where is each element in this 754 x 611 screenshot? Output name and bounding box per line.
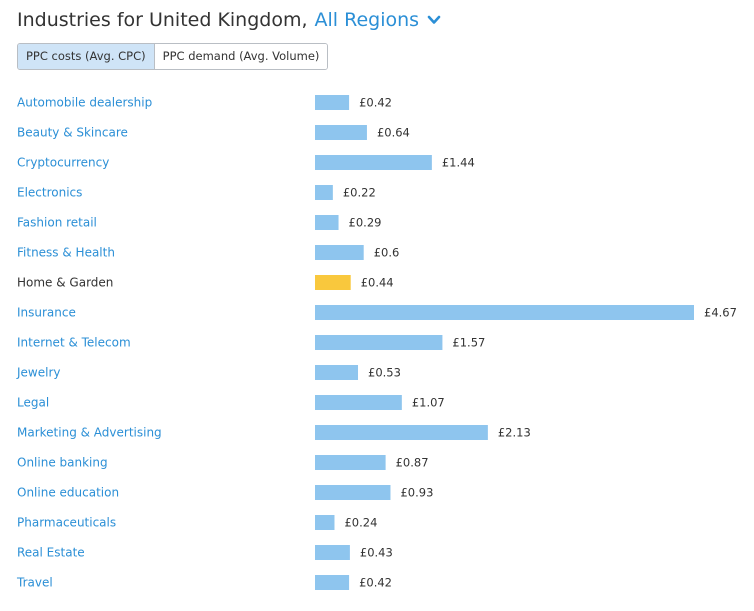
bar-jewelry[interactable] [315,365,359,380]
value-label-online-banking: £0.87 [396,456,429,470]
bar-electronics[interactable] [315,185,333,200]
value-label-electronics: £0.22 [343,186,376,200]
category-label-travel[interactable]: Travel [16,576,53,590]
chevron-down-icon[interactable] [427,13,441,27]
bar-insurance[interactable] [315,305,694,320]
value-label-real-estate: £0.43 [360,546,393,560]
value-label-internet-telecom: £1.57 [452,336,485,350]
category-label-real-estate[interactable]: Real Estate [17,546,85,560]
page-title: Industries for United Kingdom, [17,9,308,31]
bar-beauty-skincare[interactable] [315,125,367,140]
value-label-legal: £1.07 [412,396,445,410]
category-label-online-banking[interactable]: Online banking [17,456,108,470]
ppc-costs-toggle-button[interactable]: PPC costs (Avg. CPC) [18,44,154,69]
bar-real-estate[interactable] [315,545,350,560]
value-label-insurance: £4.67 [704,306,737,320]
category-label-jewelry[interactable]: Jewelry [16,366,61,380]
value-label-fashion-retail: £0.29 [349,216,382,230]
bar-fashion-retail[interactable] [315,215,339,230]
value-label-automobile-dealership: £0.42 [359,96,392,110]
category-label-cryptocurrency[interactable]: Cryptocurrency [17,156,109,170]
value-label-online-education: £0.93 [400,486,433,500]
value-label-home-garden: £0.44 [361,276,394,290]
value-label-beauty-skincare: £0.64 [377,126,410,140]
bar-automobile-dealership[interactable] [315,95,350,110]
category-label-legal[interactable]: Legal [17,396,49,410]
category-label-internet-telecom[interactable]: Internet & Telecom [17,336,131,350]
bar-legal[interactable] [315,395,402,410]
bar-pharmaceuticals[interactable] [315,515,335,530]
category-label-home-garden: Home & Garden [17,276,113,290]
category-label-pharmaceuticals[interactable]: Pharmaceuticals [17,516,116,530]
region-selector-link[interactable]: All Regions [314,9,420,31]
bar-cryptocurrency[interactable] [315,155,432,170]
bar-travel[interactable] [315,575,350,590]
category-label-beauty-skincare[interactable]: Beauty & Skincare [17,126,128,140]
category-label-insurance[interactable]: Insurance [17,306,76,320]
category-label-automobile-dealership[interactable]: Automobile dealership [17,96,152,110]
bar-online-banking[interactable] [315,455,386,470]
category-label-fitness-health[interactable]: Fitness & Health [17,246,115,260]
category-label-marketing-advertising[interactable]: Marketing & Advertising [17,426,162,440]
metric-toggle: PPC costs (Avg. CPC) PPC demand (Avg. Vo… [17,43,329,70]
bar-marketing-advertising[interactable] [315,425,488,440]
category-label-fashion-retail[interactable]: Fashion retail [17,216,97,230]
value-label-marketing-advertising: £2.13 [498,426,531,440]
value-label-cryptocurrency: £1.44 [442,156,475,170]
category-label-online-education[interactable]: Online education [17,486,119,500]
category-label-electronics[interactable]: Electronics [17,186,82,200]
value-label-pharmaceuticals: £0.24 [344,516,377,530]
bar-home-garden[interactable] [315,275,351,290]
bar-internet-telecom[interactable] [315,335,443,350]
value-label-travel: £0.42 [359,576,392,590]
ppc-demand-toggle-button[interactable]: PPC demand (Avg. Volume) [153,44,328,69]
value-label-jewelry: £0.53 [368,366,401,380]
value-label-fitness-health: £0.6 [374,246,400,260]
bar-fitness-health[interactable] [315,245,364,260]
bar-online-education[interactable] [315,485,391,500]
page-header: Industries for United Kingdom, All Regio… [17,6,441,34]
